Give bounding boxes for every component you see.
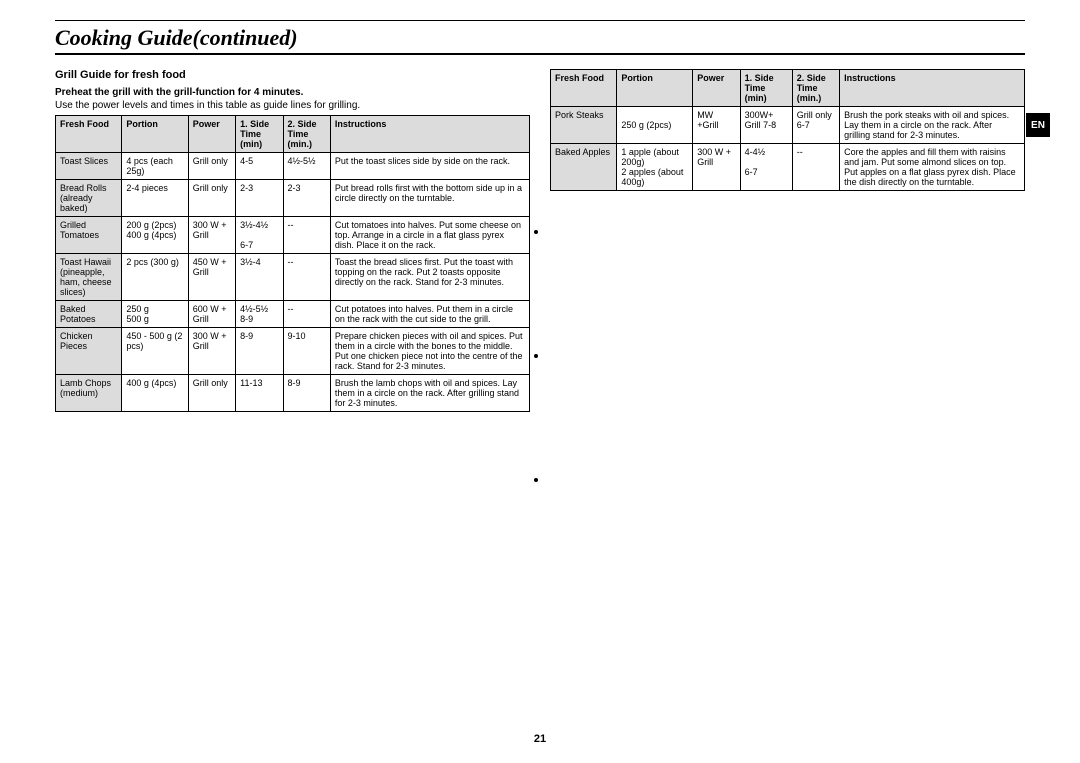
page-number: 21 xyxy=(0,733,1080,745)
table-cell: 300 W + Grill xyxy=(188,328,235,375)
grill-table-left: Fresh Food Portion Power 1. Side Time (m… xyxy=(55,115,530,412)
table-cell: MW +Grill xyxy=(693,107,740,144)
table-row: Grilled Tomatoes200 g (2pcs) 400 g (4pcs… xyxy=(56,217,530,254)
table-cell: -- xyxy=(283,217,330,254)
table-cell: 400 g (4pcs) xyxy=(122,375,188,412)
col-instr: Instructions xyxy=(840,70,1025,107)
table-cell: Grilled Tomatoes xyxy=(56,217,122,254)
table-row: Chicken Pieces450 - 500 g (2 pcs)300 W +… xyxy=(56,328,530,375)
table-cell: Bread Rolls (already baked) xyxy=(56,180,122,217)
table-cell: Baked Potatoes xyxy=(56,301,122,328)
table-cell: 600 W + Grill xyxy=(188,301,235,328)
table-cell: Put bread rolls first with the bottom si… xyxy=(330,180,529,217)
table-cell: 4-5 xyxy=(236,153,283,180)
table-cell: 250 g 500 g xyxy=(122,301,188,328)
table-cell: 3½-4 xyxy=(236,254,283,301)
col-side2: 2. Side Time (min.) xyxy=(283,116,330,153)
table-cell: Baked Apples xyxy=(551,144,617,191)
table-cell: Toast Slices xyxy=(56,153,122,180)
table-cell: Brush the lamb chops with oil and spices… xyxy=(330,375,529,412)
table-cell: 11-13 xyxy=(236,375,283,412)
col-portion: Portion xyxy=(122,116,188,153)
col-food: Fresh Food xyxy=(56,116,122,153)
two-column-layout: Grill Guide for fresh food Preheat the g… xyxy=(55,69,1025,412)
table-cell: Grill only xyxy=(188,375,235,412)
col-side1: 1. Side Time (min) xyxy=(740,70,792,107)
col-portion: Portion xyxy=(617,70,693,107)
col-side1: 1. Side Time (min) xyxy=(236,116,283,153)
table-cell: Grill only xyxy=(188,153,235,180)
table-cell: 300 W + Grill xyxy=(693,144,740,191)
col-power: Power xyxy=(188,116,235,153)
table-body-right: Pork Steaks 250 g (2pcs)MW +Grill300W+ G… xyxy=(551,107,1025,191)
table-cell: Grill only xyxy=(188,180,235,217)
table-head: Fresh Food Portion Power 1. Side Time (m… xyxy=(56,116,530,153)
table-row: Toast Slices4 pcs (each 25g)Grill only4-… xyxy=(56,153,530,180)
rule-heavy xyxy=(55,53,1025,55)
preheat-note: Preheat the grill with the grill-functio… xyxy=(55,87,530,98)
table-body-left: Toast Slices4 pcs (each 25g)Grill only4-… xyxy=(56,153,530,412)
table-cell: 300W+ Grill 7-8 xyxy=(740,107,792,144)
table-row: Baked Apples1 apple (about 200g) 2 apple… xyxy=(551,144,1025,191)
table-cell: -- xyxy=(283,301,330,328)
table-cell: Cut potatoes into halves. Put them in a … xyxy=(330,301,529,328)
table-row: Bread Rolls (already baked)2-4 piecesGri… xyxy=(56,180,530,217)
col-side2: 2. Side Time (min.) xyxy=(792,70,839,107)
table-head: Fresh Food Portion Power 1. Side Time (m… xyxy=(551,70,1025,107)
table-cell: 2-3 xyxy=(283,180,330,217)
table-cell: Toast the bread slices first. Put the to… xyxy=(330,254,529,301)
table-cell: 450 W + Grill xyxy=(188,254,235,301)
table-cell: Grill only 6-7 xyxy=(792,107,839,144)
table-cell: 2-3 xyxy=(236,180,283,217)
right-column: Fresh Food Portion Power 1. Side Time (m… xyxy=(550,69,1025,412)
table-cell: 4-4½ 6-7 xyxy=(740,144,792,191)
table-cell: Lamb Chops (medium) xyxy=(56,375,122,412)
table-row: Lamb Chops (medium)400 g (4pcs)Grill onl… xyxy=(56,375,530,412)
grill-table-right: Fresh Food Portion Power 1. Side Time (m… xyxy=(550,69,1025,191)
col-food: Fresh Food xyxy=(551,70,617,107)
table-cell: 4½-5½ 8-9 xyxy=(236,301,283,328)
table-cell: Put the toast slices side by side on the… xyxy=(330,153,529,180)
table-cell: Chicken Pieces xyxy=(56,328,122,375)
table-cell: 4½-5½ xyxy=(283,153,330,180)
table-cell: 8-9 xyxy=(236,328,283,375)
table-cell: 2-4 pieces xyxy=(122,180,188,217)
usage-note: Use the power levels and times in this t… xyxy=(55,100,530,111)
section-title: Grill Guide for fresh food xyxy=(55,69,530,81)
table-cell: 200 g (2pcs) 400 g (4pcs) xyxy=(122,217,188,254)
table-cell: Brush the pork steaks with oil and spice… xyxy=(840,107,1025,144)
table-cell: Cut tomatoes into halves. Put some chees… xyxy=(330,217,529,254)
table-cell: -- xyxy=(283,254,330,301)
table-cell: Core the apples and fill them with raisi… xyxy=(840,144,1025,191)
left-column: Grill Guide for fresh food Preheat the g… xyxy=(55,69,530,412)
language-tab: EN xyxy=(1026,113,1050,137)
table-row: Pork Steaks 250 g (2pcs)MW +Grill300W+ G… xyxy=(551,107,1025,144)
page: Cooking Guide(continued) EN Grill Guide … xyxy=(0,0,1080,763)
table-row: Toast Hawaii (pineapple, ham, cheese sli… xyxy=(56,254,530,301)
table-cell: -- xyxy=(792,144,839,191)
table-cell: 3½-4½ 6-7 xyxy=(236,217,283,254)
table-row: Baked Potatoes250 g 500 g600 W + Grill4½… xyxy=(56,301,530,328)
table-cell: Prepare chicken pieces with oil and spic… xyxy=(330,328,529,375)
rule-thin xyxy=(55,20,1025,21)
col-instr: Instructions xyxy=(330,116,529,153)
page-title: Cooking Guide(continued) xyxy=(55,25,1025,51)
table-cell: 300 W + Grill xyxy=(188,217,235,254)
table-cell: Pork Steaks xyxy=(551,107,617,144)
table-cell: 8-9 xyxy=(283,375,330,412)
table-cell: 250 g (2pcs) xyxy=(617,107,693,144)
table-cell: 2 pcs (300 g) xyxy=(122,254,188,301)
table-cell: 450 - 500 g (2 pcs) xyxy=(122,328,188,375)
col-power: Power xyxy=(693,70,740,107)
table-cell: 4 pcs (each 25g) xyxy=(122,153,188,180)
table-cell: Toast Hawaii (pineapple, ham, cheese sli… xyxy=(56,254,122,301)
binding-dots xyxy=(534,230,538,482)
table-cell: 1 apple (about 200g) 2 apples (about 400… xyxy=(617,144,693,191)
table-cell: 9-10 xyxy=(283,328,330,375)
